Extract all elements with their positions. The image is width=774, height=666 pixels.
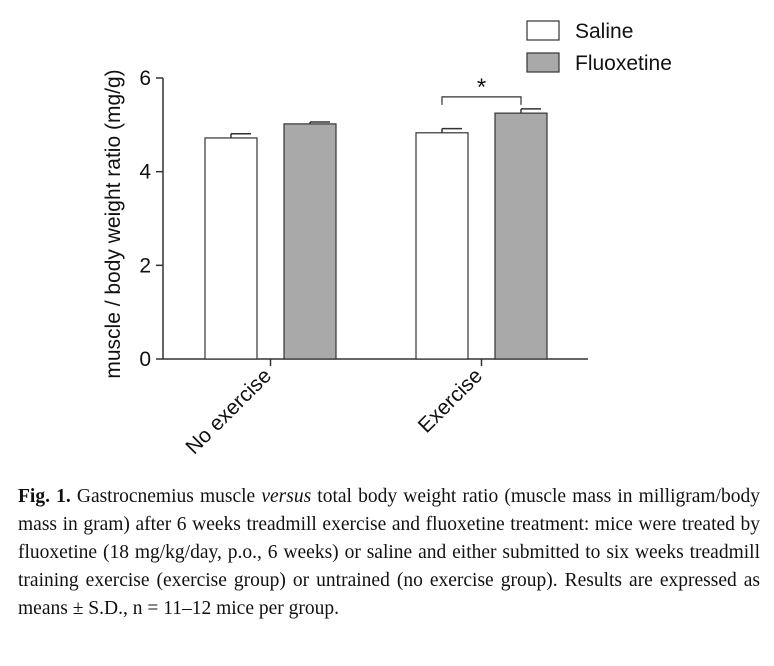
bars — [204, 108, 548, 360]
y-axis-label: muscle / body weight ratio (mg/g) — [102, 69, 125, 378]
figure-caption: Fig. 1. Gastrocnemius muscle versus tota… — [18, 483, 760, 623]
y-tick-label: 6 — [139, 67, 151, 90]
caption-text-1: Gastrocnemius muscle — [70, 486, 262, 507]
legend-swatch-saline — [526, 20, 560, 41]
y-tick-label: 4 — [139, 161, 151, 184]
y-axis: 0 2 4 6 — [139, 67, 164, 371]
annotations: * — [441, 74, 522, 105]
x-tick-label: No exercise — [181, 364, 276, 459]
bar-saline-0 — [204, 137, 258, 360]
caption-emphasis: versus — [261, 486, 312, 507]
x-axis: No exercise Exercise — [163, 358, 588, 459]
legend-label-saline: Saline — [575, 20, 633, 43]
caption-text-2: total body weight ratio (muscle mass in … — [18, 486, 760, 619]
bar-fluoxetine-1 — [494, 112, 548, 360]
significance-bracket — [441, 96, 522, 105]
bar-chart: Saline Fluoxetine 0 2 4 6 No exercise Exercis… — [102, 20, 672, 459]
legend-swatch-fluoxetine — [526, 52, 560, 73]
y-tick-label: 0 — [139, 348, 151, 371]
bar-saline-1 — [415, 132, 469, 360]
y-tick-label: 2 — [139, 254, 151, 277]
bar-fluoxetine-0 — [283, 123, 337, 360]
legend: Saline Fluoxetine — [526, 20, 672, 75]
caption-label: Fig. 1. — [18, 486, 71, 507]
significance-star: * — [477, 74, 486, 101]
legend-label-fluoxetine: Fluoxetine — [575, 52, 672, 75]
x-tick-label: Exercise — [414, 364, 487, 437]
